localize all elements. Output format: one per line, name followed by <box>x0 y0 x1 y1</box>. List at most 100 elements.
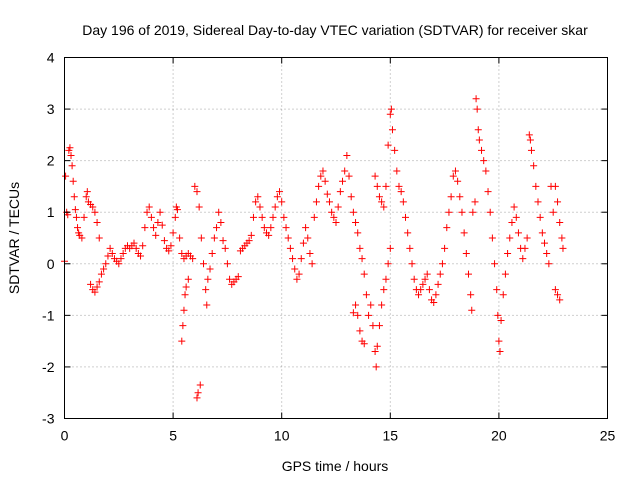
data-point <box>556 219 564 227</box>
data-point <box>145 203 153 211</box>
data-point <box>367 301 375 309</box>
data-point <box>436 270 444 278</box>
data-point <box>382 275 390 283</box>
data-point <box>343 151 351 159</box>
data-point <box>410 275 418 283</box>
data-point <box>258 213 266 221</box>
data-point <box>139 242 147 250</box>
data-point <box>493 286 501 294</box>
data-point <box>456 193 464 201</box>
data-point <box>115 260 123 268</box>
data-point <box>380 286 388 294</box>
data-point <box>95 278 103 286</box>
data-point <box>91 208 99 216</box>
data-point <box>160 237 168 245</box>
data-point <box>223 260 231 268</box>
data-point <box>404 229 412 237</box>
data-point <box>504 249 512 257</box>
data-point <box>441 244 449 252</box>
data-point <box>554 198 562 206</box>
data-point <box>210 234 218 242</box>
data-point <box>83 188 91 196</box>
data-point <box>519 255 527 263</box>
data-point <box>491 260 499 268</box>
data-point <box>117 255 125 263</box>
data-point <box>69 177 77 185</box>
x-tick-label: 25 <box>600 428 616 444</box>
data-point <box>354 311 362 319</box>
data-point <box>141 224 149 232</box>
data-point <box>82 193 90 201</box>
data-point <box>100 265 108 273</box>
data-point <box>234 273 242 281</box>
data-point <box>521 244 529 252</box>
data-point <box>408 260 416 268</box>
data-point <box>71 206 79 214</box>
data-point <box>312 198 320 206</box>
data-point <box>486 208 494 216</box>
data-point <box>310 213 318 221</box>
data-point <box>512 213 520 221</box>
data-point <box>472 95 480 103</box>
data-point <box>371 172 379 180</box>
data-point <box>384 260 392 268</box>
data-point <box>150 224 158 232</box>
data-point <box>176 234 184 242</box>
data-point <box>334 203 342 211</box>
data-point <box>373 342 381 350</box>
data-point <box>536 213 544 221</box>
data-point <box>70 193 78 201</box>
data-point <box>95 234 103 242</box>
data-point <box>189 255 197 263</box>
data-point <box>193 188 201 196</box>
data-point <box>72 213 80 221</box>
data-point <box>423 270 431 278</box>
data-point <box>293 275 301 283</box>
data-point <box>360 270 368 278</box>
ticks-layer: 0 5 10 15 20 25 -3 -2 -1 0 1 2 3 4 <box>42 50 615 444</box>
data-point <box>269 213 277 221</box>
data-point <box>417 286 425 294</box>
data-point <box>393 167 401 175</box>
data-point <box>538 229 546 237</box>
data-point <box>154 219 162 227</box>
data-point <box>434 280 442 288</box>
marks-layer <box>61 95 567 402</box>
data-point <box>213 224 221 232</box>
data-point <box>330 213 338 221</box>
data-point <box>526 136 534 144</box>
data-point <box>464 270 472 278</box>
data-point <box>362 291 370 299</box>
data-point <box>462 249 470 257</box>
data-point <box>375 322 383 330</box>
data-point <box>167 242 175 250</box>
data-point <box>93 219 101 227</box>
data-point <box>273 193 281 201</box>
data-point <box>332 219 340 227</box>
data-point <box>523 234 531 242</box>
data-point <box>478 146 486 154</box>
data-point <box>402 213 410 221</box>
data-point <box>194 389 202 397</box>
data-point <box>217 219 225 227</box>
data-point <box>286 244 294 252</box>
data-point <box>196 381 204 389</box>
data-point <box>265 231 273 239</box>
data-point <box>378 198 386 206</box>
x-tick-label: 10 <box>274 428 290 444</box>
data-point <box>365 311 373 319</box>
data-point <box>278 198 286 206</box>
data-point <box>302 224 310 232</box>
plot-frame <box>64 57 608 419</box>
y-tick-label: -3 <box>42 411 55 427</box>
data-point <box>184 275 192 283</box>
data-point <box>369 322 377 330</box>
data-point <box>260 224 268 232</box>
data-point <box>306 249 314 257</box>
data-point <box>510 203 518 211</box>
data-point <box>143 208 151 216</box>
data-point <box>395 182 403 190</box>
data-point <box>482 167 490 175</box>
x-tick-label: 0 <box>61 428 69 444</box>
data-point <box>271 203 279 211</box>
